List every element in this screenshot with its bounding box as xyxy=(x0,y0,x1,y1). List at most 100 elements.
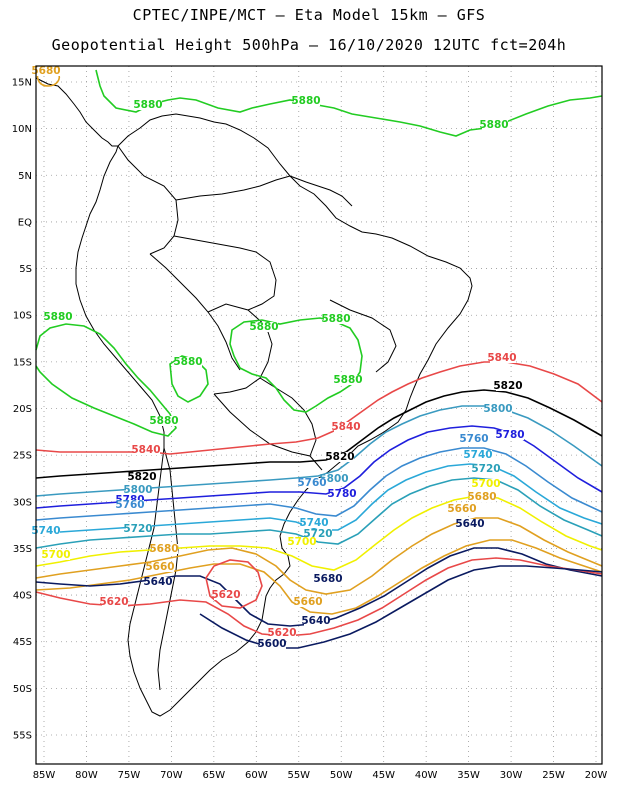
contour-label-bg xyxy=(462,434,488,444)
contour-label: 5840 xyxy=(487,352,516,364)
contour-label: 5880 xyxy=(249,321,278,333)
contour-label-bg xyxy=(214,590,240,600)
contour-label-bg xyxy=(34,526,60,536)
contour-label: 5620 xyxy=(99,596,128,608)
contour-label: 5620 xyxy=(211,589,240,601)
border-argentina-north xyxy=(213,393,323,471)
contour-label-bg xyxy=(498,430,524,440)
lon-label: 75W xyxy=(118,770,141,781)
coastlines xyxy=(35,77,473,717)
contour-5880-central xyxy=(229,317,363,413)
lat-label: 5N xyxy=(18,171,32,182)
contour-label-bg xyxy=(146,577,172,587)
contour-label-bg xyxy=(46,312,72,322)
lat-label: 30S xyxy=(13,497,32,508)
lat-label: 50S xyxy=(13,684,32,695)
contour-label-bg xyxy=(302,518,328,528)
contour-label-bg xyxy=(130,472,156,482)
contour-label: 5640 xyxy=(301,615,330,627)
lon-label: 20W xyxy=(585,770,608,781)
contour-label: 5760 xyxy=(115,499,144,511)
contour-label: 5840 xyxy=(331,421,360,433)
contour-label: 5800 xyxy=(123,484,152,496)
contour-label: 5880 xyxy=(173,356,202,368)
contour-5720 xyxy=(35,477,603,549)
border-colombia xyxy=(117,145,179,255)
border-bolivia xyxy=(207,303,273,395)
contour-label-bg xyxy=(44,550,70,560)
lon-label: 85W xyxy=(33,770,56,781)
lat-label: 20S xyxy=(13,404,32,415)
lon-label: 35W xyxy=(457,770,480,781)
lat-label: 15S xyxy=(13,357,32,368)
contour-label-bg xyxy=(474,464,500,474)
contour-label: 5880 xyxy=(291,95,320,107)
contour-5700 xyxy=(35,495,603,571)
contour-label-bg xyxy=(458,519,484,529)
lat-label: 35S xyxy=(13,544,32,555)
contour-lines xyxy=(35,66,603,649)
lon-label: 40W xyxy=(415,770,438,781)
contour-label: 5640 xyxy=(143,576,172,588)
contour-5760 xyxy=(35,447,603,521)
contour-label-bg xyxy=(270,628,296,638)
contour-label-bg xyxy=(152,416,178,426)
lat-label: 5S xyxy=(19,264,32,275)
contour-label: 5820 xyxy=(325,451,354,463)
lon-label: 80W xyxy=(75,770,98,781)
map-frame xyxy=(35,65,603,765)
contour-label: 5880 xyxy=(333,374,362,386)
contour-label: 5660 xyxy=(447,503,476,515)
contour-label: 5680 xyxy=(31,65,60,77)
lon-label: 55W xyxy=(287,770,310,781)
contour-5820 xyxy=(35,389,603,479)
contour-label-bg xyxy=(34,66,60,76)
contour-label-bg xyxy=(334,422,360,432)
lon-label: 45W xyxy=(372,770,395,781)
contour-label: 5880 xyxy=(43,311,72,323)
contour-label-bg xyxy=(176,357,202,367)
contour-label: 5780 xyxy=(495,429,524,441)
lat-label: 45S xyxy=(13,637,32,648)
lon-label: 30W xyxy=(500,770,523,781)
contour-label: 5800 xyxy=(319,473,348,485)
contour-label-bg xyxy=(486,404,512,414)
lat-lon-grid xyxy=(36,66,602,764)
contour-label-bg xyxy=(126,485,152,495)
contour-label: 5740 xyxy=(299,517,328,529)
contour-label: 5660 xyxy=(293,596,322,608)
contour-label-bg xyxy=(126,524,152,534)
lat-label: EQ xyxy=(18,217,32,228)
longitude-labels: 85W 80W 75W 70W 65W 60W 55W 50W 45W 40W 35W 30W 25W 2… xyxy=(33,770,608,781)
contour-5620 xyxy=(35,557,603,637)
contour-label: 5880 xyxy=(479,119,508,131)
contour-label: 5740 xyxy=(31,525,60,537)
contour-label: 5760 xyxy=(297,477,326,489)
border-brazil-east xyxy=(329,299,397,373)
contour-label: 5840 xyxy=(131,444,160,456)
contour-label: 5780 xyxy=(327,488,356,500)
lon-label: 50W xyxy=(330,770,353,781)
contour-label-bg xyxy=(152,544,178,554)
contour-label-bg xyxy=(324,314,350,324)
contour-label: 5680 xyxy=(149,543,178,555)
contour-label-bg xyxy=(148,562,174,572)
contour-label-bg xyxy=(466,450,492,460)
contour-label: 5760 xyxy=(459,433,488,445)
contour-label: 5680 xyxy=(313,573,342,585)
contour-label-bg xyxy=(470,492,496,502)
contour-label: 5620 xyxy=(267,627,296,639)
contour-label: 5880 xyxy=(149,415,178,427)
contour-label-bg xyxy=(260,639,286,649)
lon-label: 70W xyxy=(160,770,183,781)
contour-label: 5720 xyxy=(123,523,152,535)
contour-label-bg xyxy=(330,489,356,499)
contour-label-bg xyxy=(300,478,326,488)
contour-5660 xyxy=(35,539,603,615)
contour-label-bg xyxy=(252,322,278,332)
contour-label: 5700 xyxy=(471,478,500,490)
contour-label: 5700 xyxy=(41,549,70,561)
contour-label-bg xyxy=(336,375,362,385)
contour-label-bg xyxy=(490,353,516,363)
contour-label-bg xyxy=(304,616,330,626)
